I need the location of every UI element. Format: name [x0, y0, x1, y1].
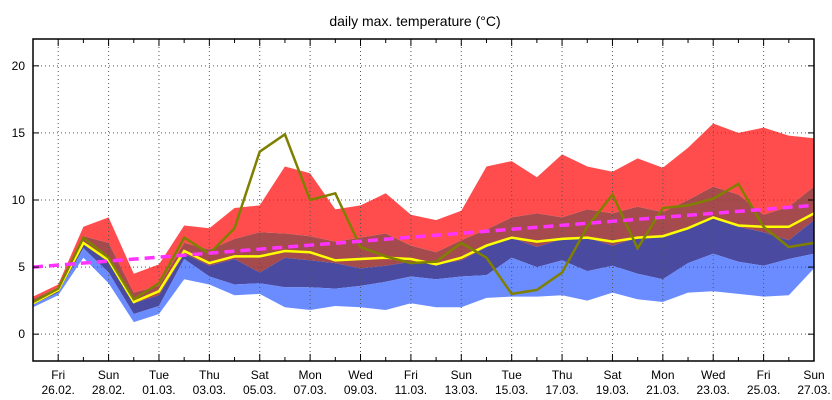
xtick-date-label: 19.03. — [596, 383, 629, 397]
xtick-day-label: Mon — [298, 368, 321, 382]
grid-layer — [33, 39, 815, 361]
xtick-date-label: 09.03. — [344, 383, 377, 397]
xtick-date-label: 17.03. — [545, 383, 578, 397]
xtick-date-label: 01.03. — [142, 383, 175, 397]
ytick-label: 10 — [12, 193, 26, 207]
ytick-label: 0 — [18, 327, 25, 341]
xtick-day-label: Sun — [803, 368, 824, 382]
ytick-label: 5 — [18, 260, 25, 274]
xtick-day-label: Wed — [701, 368, 725, 382]
xtick-day-label: Fri — [757, 368, 771, 382]
xtick-day-label: Mon — [651, 368, 674, 382]
xtick-date-label: 07.03. — [293, 383, 326, 397]
xtick-day-label: Wed — [348, 368, 372, 382]
xtick-date-label: 25.03. — [747, 383, 780, 397]
xtick-date-label: 15.03. — [495, 383, 528, 397]
xtick-date-label: 27.03. — [797, 383, 830, 397]
xtick-day-label: Sun — [98, 368, 119, 382]
xtick-date-label: 11.03. — [395, 383, 427, 397]
xtick-date-label: 03.03. — [193, 383, 226, 397]
ytick-label: 15 — [12, 126, 26, 140]
xtick-day-label: Tue — [502, 368, 523, 382]
xtick-day-label: Sat — [251, 368, 270, 382]
ytick-label: 20 — [12, 59, 26, 73]
xtick-date-label: 28.02. — [92, 383, 125, 397]
xtick-date-label: 26.02. — [42, 383, 75, 397]
xtick-date-label: 13.03. — [445, 383, 478, 397]
series-climate-trend — [32, 203, 815, 269]
xtick-day-label: Thu — [552, 368, 573, 382]
band-median-band — [33, 216, 814, 314]
xtick-day-label: Fri — [404, 368, 418, 382]
xtick-date-label: 21.03. — [646, 383, 679, 397]
xtick-day-label: Thu — [199, 368, 220, 382]
axes-layer: 05101520Fri26.02.Sun28.02.Tue01.03.Thu03… — [12, 38, 831, 397]
band-upper-quartile — [33, 186, 814, 304]
band-layer — [33, 123, 814, 323]
xtick-day-label: Tue — [149, 368, 170, 382]
xtick-day-label: Sun — [451, 368, 472, 382]
xtick-date-label: 23.03. — [697, 383, 730, 397]
line-layer — [32, 132, 815, 305]
band-lower-quartile — [33, 248, 814, 323]
xtick-day-label: Sat — [603, 368, 622, 382]
band-max — [33, 123, 814, 300]
series-control-run — [32, 132, 815, 304]
xtick-day-label: Fri — [51, 368, 65, 382]
xtick-date-label: 05.03. — [243, 383, 276, 397]
chart-title: daily max. temperature (°C) — [329, 13, 500, 29]
